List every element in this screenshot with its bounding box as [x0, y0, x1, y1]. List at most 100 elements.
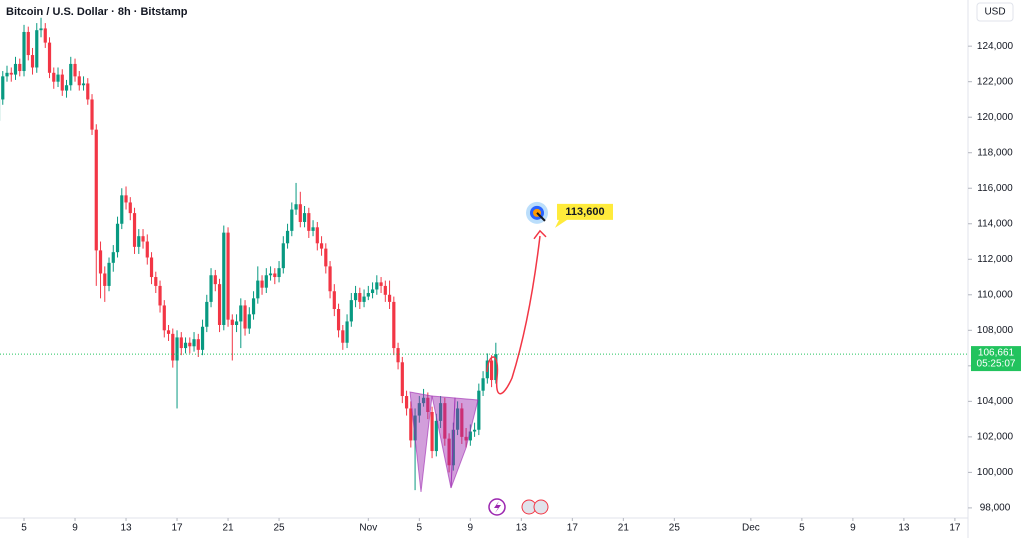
- candle-body: [180, 337, 183, 348]
- event-flag[interactable]: [534, 500, 548, 514]
- candle-body: [260, 281, 263, 288]
- candle-body: [56, 75, 59, 82]
- candle-body: [82, 83, 85, 85]
- candle-body: [269, 273, 272, 275]
- candle-body: [243, 305, 246, 328]
- candle-body: [214, 275, 217, 284]
- candle-body: [1, 76, 4, 99]
- candle-body: [311, 227, 314, 231]
- x-tick-label: 21: [618, 523, 630, 534]
- candle-body: [265, 275, 268, 287]
- candle-body: [27, 32, 30, 55]
- x-tick-label: 5: [21, 523, 27, 534]
- currency: USD: [984, 7, 1005, 18]
- candle-body: [362, 297, 365, 302]
- candle-body: [116, 224, 119, 252]
- candle-body: [354, 293, 357, 300]
- candle-body: [345, 321, 348, 342]
- x-tick-label: 9: [468, 523, 474, 534]
- candle-body: [307, 213, 310, 231]
- x-tick-label: 25: [669, 523, 681, 534]
- candle-body: [473, 430, 476, 432]
- candle-body: [226, 233, 229, 320]
- chart-title: Bitcoin / U.S. Dollar · 8h · Bitstamp: [6, 6, 188, 18]
- candle-body: [10, 73, 13, 75]
- pattern-left: [410, 392, 432, 492]
- y-tick-label: 102,000: [977, 432, 1014, 443]
- candle-body: [146, 242, 149, 258]
- candle-body: [252, 298, 255, 314]
- x-tick-label: 9: [850, 523, 856, 534]
- candle-body: [107, 263, 110, 286]
- candle-body: [133, 213, 136, 247]
- candle-body: [222, 233, 225, 325]
- candle-body: [367, 293, 370, 297]
- candle-body: [405, 396, 408, 408]
- x-tick-label: 21: [222, 523, 234, 534]
- target-label: 113,600: [565, 206, 604, 218]
- y-tick-label: 108,000: [977, 325, 1014, 336]
- candle-body: [86, 83, 89, 99]
- candle-body: [371, 289, 374, 293]
- y-tick-label: 110,000: [977, 289, 1013, 300]
- candle-body: [384, 286, 387, 295]
- candle-body: [248, 314, 251, 328]
- candle-body: [396, 348, 399, 362]
- candle-body: [337, 309, 340, 330]
- candle-body: [231, 320, 234, 325]
- x-tick-label: 9: [72, 523, 78, 534]
- candle-body: [154, 277, 157, 286]
- x-tick-label: Nov: [359, 523, 377, 534]
- candle-body: [286, 231, 289, 243]
- candle-body: [235, 321, 238, 325]
- candle-body: [290, 210, 293, 231]
- candle-body: [137, 236, 140, 247]
- candle-body: [120, 195, 123, 223]
- candle-body: [22, 32, 25, 71]
- candle-body: [218, 284, 221, 325]
- y-tick-label: 112,000: [977, 254, 1013, 265]
- candle-body: [277, 268, 280, 277]
- candle-body: [141, 236, 144, 241]
- price-label: 106,661: [978, 348, 1015, 359]
- candle-body: [103, 273, 106, 285]
- candle-body: [14, 64, 17, 75]
- candle-body: [99, 250, 102, 273]
- candle-body: [171, 334, 174, 361]
- candle-body: [239, 305, 242, 321]
- y-tick-label: 116,000: [977, 183, 1013, 194]
- candle-body: [205, 302, 208, 327]
- candle-body: [163, 305, 166, 330]
- candle-body: [35, 30, 38, 67]
- candle-body: [375, 282, 378, 289]
- candle-body: [112, 252, 115, 263]
- candle-body: [192, 339, 195, 346]
- events: [489, 499, 548, 515]
- x-tick-label: 13: [120, 523, 132, 534]
- x-tick-label: 5: [799, 523, 805, 534]
- candle-body: [44, 28, 47, 42]
- candle-body: [167, 330, 170, 334]
- x-tick-label: 5: [417, 523, 423, 534]
- candle-body: [430, 412, 433, 451]
- x-tick-label: 17: [171, 523, 183, 534]
- candle-body: [175, 337, 178, 360]
- x-tick-label: 13: [898, 523, 910, 534]
- candle-body: [341, 330, 344, 342]
- candle-body: [282, 243, 285, 268]
- candle-body: [303, 213, 306, 222]
- x-tick-label: 25: [273, 523, 285, 534]
- candle-body: [299, 204, 302, 222]
- candle-body: [477, 391, 480, 430]
- x-tick-label: 17: [567, 523, 579, 534]
- candle-body: [5, 73, 8, 77]
- candle-body: [52, 73, 55, 82]
- candle-body: [124, 195, 127, 202]
- candle-body: [256, 281, 259, 299]
- candle-body: [129, 202, 132, 213]
- x-tick-label: 13: [516, 523, 528, 534]
- y-tick-label: 98,000: [980, 503, 1011, 514]
- y-tick-label: 120,000: [977, 112, 1014, 123]
- candle-body: [18, 64, 21, 71]
- candle-body: [481, 378, 484, 390]
